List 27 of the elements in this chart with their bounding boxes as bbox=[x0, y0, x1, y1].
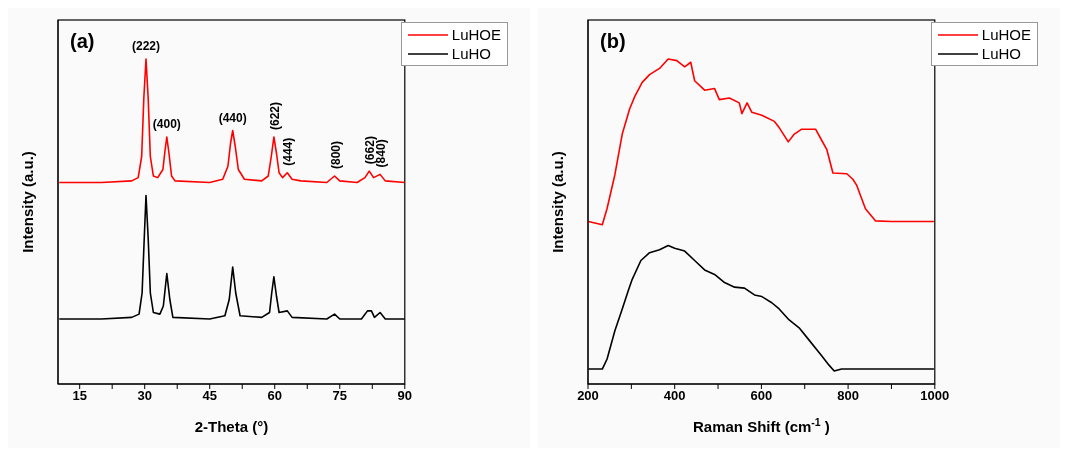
annotation: (622) bbox=[267, 101, 282, 130]
x-tick-label: 15 bbox=[72, 388, 87, 404]
legend-label: LuHOE bbox=[451, 25, 501, 44]
text: (a) bbox=[70, 30, 95, 53]
x-tick-label: 600 bbox=[750, 388, 773, 404]
legend-label: LuHO bbox=[451, 44, 491, 63]
annotation: (222) bbox=[131, 39, 161, 53]
annotation: (440) bbox=[218, 110, 247, 125]
x-tick-label: 60 bbox=[267, 388, 282, 404]
x-tick-label: 30 bbox=[137, 388, 152, 404]
x-axis-title: Raman Shift (cm$^{-1}$) bbox=[692, 416, 830, 435]
y-axis-title: Intensity (a.u.) bbox=[549, 151, 567, 253]
annotation: (444) bbox=[281, 137, 296, 166]
annotation: (400) bbox=[152, 117, 181, 131]
legend-label: LuHOE bbox=[981, 25, 1031, 44]
x-tick-label: 800 bbox=[837, 388, 859, 404]
annotation: (800) bbox=[328, 140, 343, 169]
legend-label: LuHO bbox=[981, 44, 1021, 63]
text: (b) bbox=[600, 30, 626, 53]
y-axis-title: Intensity (a.u.) bbox=[19, 151, 37, 253]
x-tick-label: 400 bbox=[663, 388, 686, 404]
x-tick-label: 45 bbox=[202, 388, 217, 404]
x-tick-label: 200 bbox=[577, 388, 599, 404]
x-axis-title: 2-Theta (°) bbox=[194, 418, 269, 435]
x-tick-label: 90 bbox=[397, 388, 413, 404]
x-tick-label: 1000 bbox=[920, 388, 950, 404]
x-tick-label: 75 bbox=[332, 388, 348, 404]
